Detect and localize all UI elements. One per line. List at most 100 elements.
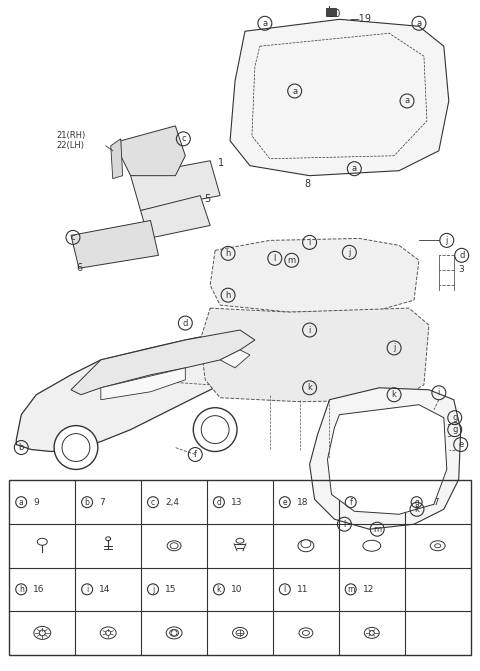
Text: 11: 11: [297, 585, 308, 594]
Text: 5: 5: [204, 193, 210, 203]
Text: 15: 15: [165, 585, 177, 594]
Text: k: k: [392, 391, 396, 399]
Ellipse shape: [435, 544, 441, 548]
Text: l: l: [274, 254, 276, 263]
Ellipse shape: [236, 630, 244, 636]
Ellipse shape: [170, 543, 178, 549]
Text: d: d: [216, 498, 221, 507]
Text: 22(LH): 22(LH): [56, 142, 84, 150]
Text: g: g: [452, 413, 457, 422]
Text: 7: 7: [99, 498, 105, 507]
Text: g: g: [452, 425, 457, 434]
Text: c: c: [151, 498, 155, 507]
Bar: [326, 8, 336, 16]
Polygon shape: [327, 405, 447, 514]
Polygon shape: [141, 195, 210, 238]
Circle shape: [171, 630, 177, 636]
Text: k: k: [216, 585, 221, 594]
Polygon shape: [16, 325, 280, 452]
Polygon shape: [111, 139, 123, 178]
Bar: [9, 480, 471, 655]
Text: 17: 17: [429, 498, 440, 507]
Text: 21(RH): 21(RH): [56, 132, 85, 140]
Text: e: e: [458, 440, 463, 449]
Text: 20: 20: [328, 9, 341, 19]
Text: g: g: [414, 498, 419, 507]
Ellipse shape: [167, 541, 181, 551]
Text: a: a: [405, 97, 409, 105]
Circle shape: [369, 630, 374, 635]
Polygon shape: [210, 238, 419, 312]
Ellipse shape: [34, 627, 51, 639]
Text: d: d: [459, 251, 464, 260]
Text: 18: 18: [297, 498, 308, 507]
Circle shape: [201, 415, 229, 444]
Polygon shape: [71, 330, 255, 395]
Circle shape: [62, 433, 90, 462]
Text: a: a: [262, 19, 267, 28]
Text: j: j: [445, 236, 448, 245]
Ellipse shape: [302, 630, 310, 635]
Ellipse shape: [37, 538, 47, 546]
Text: l: l: [284, 585, 286, 594]
Text: a: a: [292, 87, 297, 95]
Text: k: k: [307, 383, 312, 393]
Text: c: c: [71, 233, 75, 242]
Text: —19: —19: [349, 14, 372, 24]
Polygon shape: [230, 19, 449, 176]
Text: b: b: [84, 498, 90, 507]
Text: 3: 3: [363, 498, 368, 507]
Circle shape: [54, 425, 98, 470]
Text: i: i: [309, 238, 311, 247]
Circle shape: [106, 630, 111, 635]
Ellipse shape: [363, 540, 381, 552]
Polygon shape: [220, 350, 250, 368]
Text: j: j: [393, 344, 396, 352]
Text: i: i: [438, 389, 440, 397]
Text: 2,4: 2,4: [165, 498, 179, 507]
Text: j: j: [152, 585, 154, 594]
Polygon shape: [131, 161, 220, 211]
Ellipse shape: [301, 539, 311, 548]
Text: j: j: [348, 248, 350, 257]
Text: m: m: [347, 585, 354, 594]
Text: d: d: [182, 319, 188, 327]
Text: 13: 13: [231, 498, 242, 507]
Text: i: i: [86, 585, 88, 594]
Text: 12: 12: [363, 585, 374, 594]
Polygon shape: [310, 388, 461, 529]
Text: 8: 8: [304, 178, 311, 189]
Text: 1: 1: [218, 158, 224, 168]
Polygon shape: [200, 308, 429, 402]
Ellipse shape: [232, 627, 248, 638]
Text: 3: 3: [458, 265, 464, 274]
Ellipse shape: [100, 627, 116, 639]
Polygon shape: [120, 126, 185, 176]
Circle shape: [39, 630, 45, 636]
Text: f: f: [349, 498, 352, 507]
Text: e: e: [283, 498, 287, 507]
Text: b: b: [19, 443, 24, 452]
Text: k: k: [415, 505, 420, 514]
Text: m: m: [288, 256, 296, 265]
Polygon shape: [101, 368, 185, 400]
Text: 14: 14: [99, 585, 110, 594]
Text: l: l: [343, 520, 346, 529]
Ellipse shape: [169, 629, 179, 636]
Text: m: m: [373, 525, 381, 533]
Text: i: i: [309, 325, 311, 335]
Text: 6: 6: [76, 263, 82, 273]
Ellipse shape: [236, 538, 244, 544]
Ellipse shape: [298, 539, 314, 552]
Text: h: h: [19, 585, 24, 594]
Text: c: c: [181, 134, 186, 144]
Ellipse shape: [299, 628, 313, 638]
Text: h: h: [226, 249, 231, 258]
Text: a: a: [352, 164, 357, 173]
Text: a: a: [416, 19, 421, 28]
Ellipse shape: [364, 627, 379, 638]
Ellipse shape: [166, 627, 182, 639]
Circle shape: [193, 408, 237, 452]
Text: 10: 10: [231, 585, 242, 594]
Text: 16: 16: [33, 585, 45, 594]
